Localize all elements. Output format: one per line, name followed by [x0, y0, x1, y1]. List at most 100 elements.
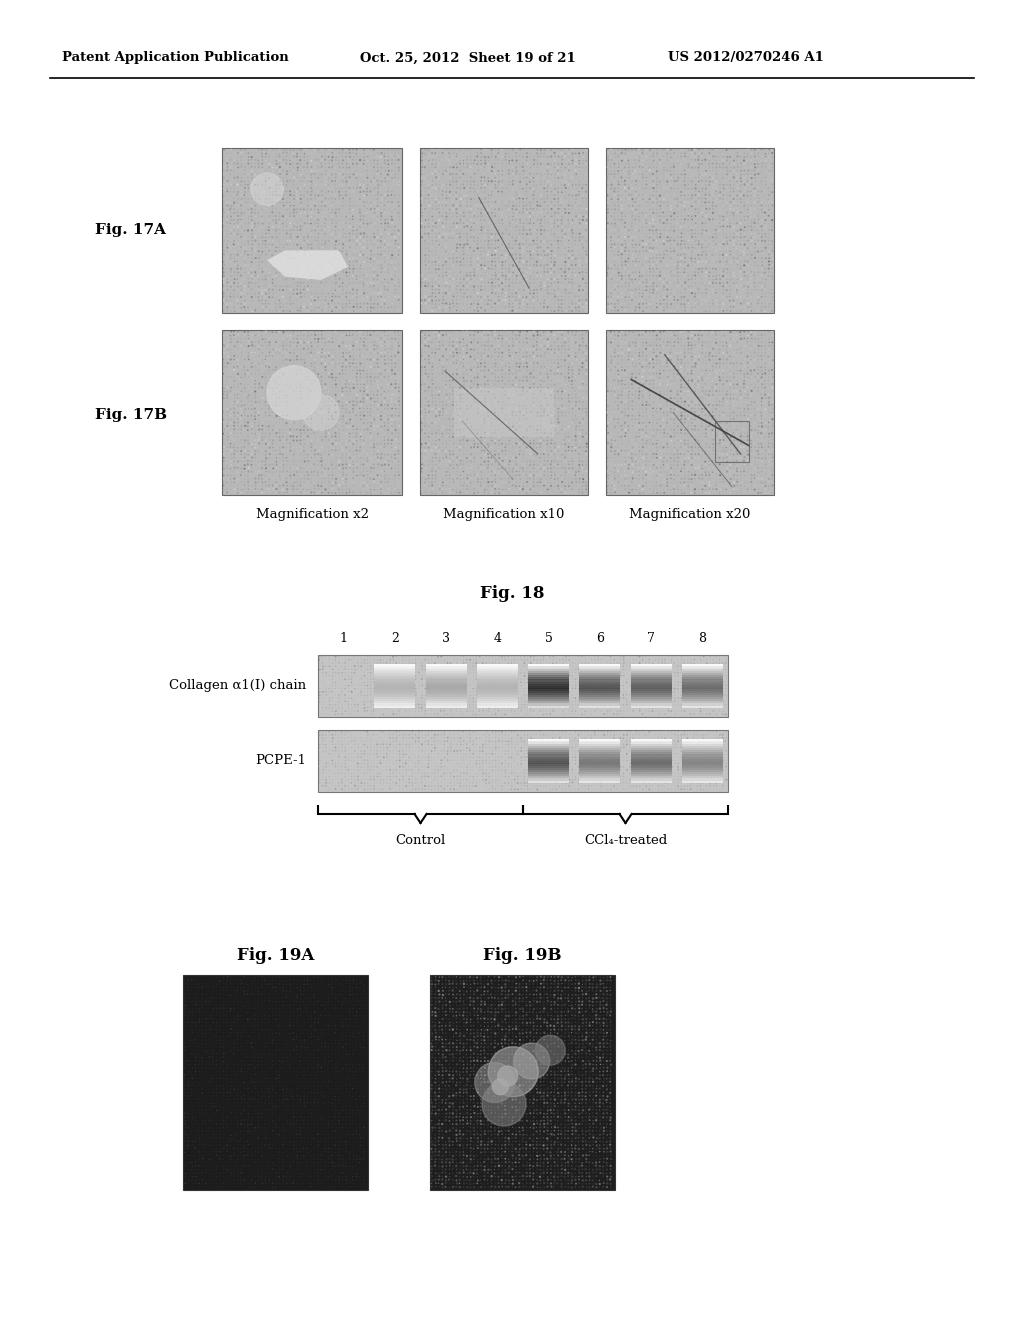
- Point: [426, 678, 442, 700]
- Point: [456, 261, 472, 282]
- Point: [348, 1047, 365, 1068]
- Point: [475, 688, 492, 709]
- Point: [578, 1005, 594, 1026]
- Point: [237, 1043, 253, 1064]
- Point: [603, 457, 620, 478]
- Point: [258, 458, 274, 479]
- Point: [599, 170, 615, 191]
- Point: [314, 265, 331, 286]
- Point: [670, 244, 686, 265]
- Point: [352, 458, 369, 479]
- Point: [424, 991, 440, 1012]
- Point: [635, 259, 651, 280]
- Point: [324, 187, 340, 209]
- Point: [247, 257, 263, 279]
- Point: [216, 450, 232, 471]
- Point: [691, 227, 708, 248]
- Point: [438, 437, 455, 458]
- Point: [483, 1172, 500, 1193]
- Point: [683, 276, 699, 297]
- Point: [387, 282, 403, 304]
- Point: [466, 454, 482, 475]
- Point: [267, 1008, 284, 1030]
- Point: [232, 1170, 249, 1191]
- Point: [719, 202, 735, 223]
- Point: [735, 280, 752, 301]
- Point: [729, 177, 745, 198]
- Point: [624, 430, 640, 451]
- Point: [750, 255, 766, 276]
- Point: [606, 219, 623, 240]
- Point: [324, 1142, 340, 1163]
- Point: [442, 346, 459, 367]
- Point: [729, 216, 745, 238]
- Point: [621, 422, 637, 444]
- Point: [324, 418, 340, 440]
- Point: [428, 1159, 444, 1180]
- Point: [244, 973, 260, 994]
- Point: [355, 1121, 372, 1142]
- Point: [558, 727, 574, 748]
- Point: [536, 269, 552, 290]
- Point: [257, 363, 273, 384]
- Point: [317, 359, 334, 380]
- Point: [271, 395, 288, 416]
- Point: [230, 230, 247, 251]
- Point: [362, 157, 379, 178]
- Point: [529, 185, 546, 206]
- Point: [708, 367, 724, 388]
- Point: [652, 422, 669, 444]
- Point: [435, 430, 452, 451]
- Point: [324, 469, 340, 490]
- Point: [729, 397, 745, 418]
- Point: [223, 1102, 240, 1123]
- Point: [764, 244, 780, 265]
- Point: [282, 1123, 298, 1144]
- Point: [698, 675, 715, 696]
- Point: [739, 164, 756, 185]
- Point: [515, 1155, 531, 1176]
- Point: [543, 416, 559, 437]
- Point: [456, 1055, 472, 1076]
- Point: [195, 1044, 211, 1065]
- Point: [187, 1138, 204, 1159]
- Point: [484, 681, 501, 702]
- Point: [349, 727, 366, 748]
- Point: [546, 1072, 562, 1093]
- Point: [257, 1127, 273, 1148]
- Point: [237, 1123, 253, 1144]
- Point: [296, 1173, 312, 1195]
- Point: [590, 779, 606, 800]
- Point: [606, 408, 623, 429]
- Point: [525, 416, 542, 437]
- Point: [341, 244, 357, 265]
- Point: [487, 772, 504, 793]
- Point: [610, 213, 627, 234]
- Point: [306, 458, 323, 479]
- Point: [254, 195, 270, 216]
- Point: [473, 269, 489, 290]
- Point: [504, 1044, 520, 1065]
- Point: [595, 1044, 611, 1065]
- Point: [208, 1166, 224, 1187]
- Point: [567, 1170, 584, 1191]
- Point: [564, 700, 581, 721]
- Point: [490, 475, 507, 496]
- Point: [212, 1159, 228, 1180]
- Point: [693, 367, 710, 388]
- Point: [532, 1086, 549, 1107]
- Point: [257, 1053, 273, 1074]
- Point: [442, 236, 459, 257]
- Point: [275, 1019, 292, 1040]
- Point: [438, 236, 455, 257]
- Point: [324, 750, 340, 771]
- Point: [564, 998, 581, 1019]
- Point: [694, 157, 711, 178]
- Point: [310, 387, 327, 408]
- Point: [658, 153, 675, 174]
- Point: [709, 652, 725, 673]
- Point: [505, 1155, 521, 1176]
- Point: [536, 482, 552, 503]
- Point: [233, 1155, 250, 1176]
- Point: [508, 1089, 524, 1110]
